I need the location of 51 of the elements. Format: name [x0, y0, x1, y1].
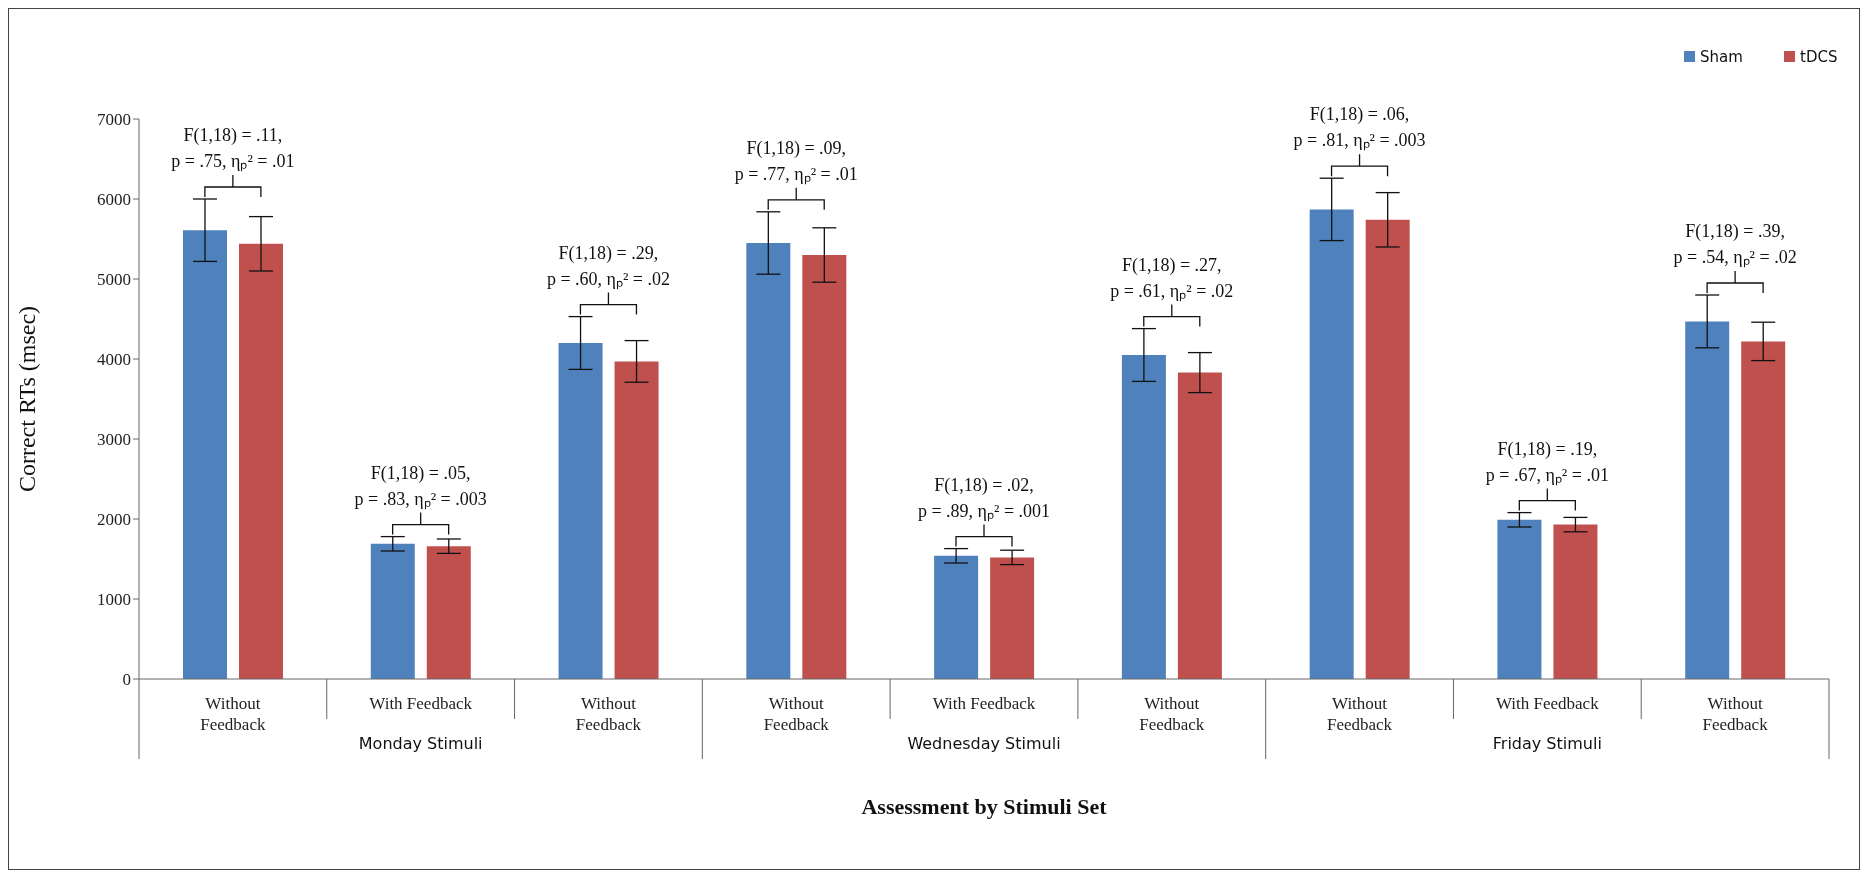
y-tick-label: 5000 [97, 270, 131, 290]
bar [1553, 524, 1598, 679]
bar [1177, 372, 1222, 679]
bar [614, 361, 659, 679]
y-tick-label: 2000 [97, 510, 131, 530]
legend-label: tDCS [1800, 48, 1838, 66]
x-tick-label: Without Feedback [575, 694, 642, 734]
bar [802, 255, 847, 679]
y-tick-label: 1000 [97, 590, 131, 610]
bar [1121, 355, 1166, 679]
bar [558, 343, 603, 679]
bar [1309, 209, 1354, 679]
x-tick-label: With Feedback [369, 694, 473, 713]
x-axis-title: Assessment by Stimuli Set [861, 794, 1108, 819]
y-tick-label: 4000 [97, 350, 131, 370]
bar [426, 546, 471, 679]
bar [370, 543, 415, 679]
bar [934, 555, 979, 679]
bar [239, 243, 283, 679]
x-tick-label: With Feedback [932, 694, 1036, 713]
x-tick-label: Without Feedback [200, 694, 266, 734]
x-tick-label: Without Feedback [1702, 694, 1769, 734]
annotation: F(1,18) = .09, p = .77, ηₚ² = .01 [734, 137, 858, 185]
bar [1685, 321, 1730, 679]
x-tick-label: Without Feedback [1326, 694, 1393, 734]
x-tick-label: Without Feedback [1139, 694, 1205, 734]
legend-label: Sham [1700, 48, 1743, 66]
y-tick-label: 0 [122, 670, 131, 690]
bar [1741, 341, 1786, 679]
bar [1497, 519, 1542, 679]
bar [990, 557, 1035, 679]
y-tick-label: 7000 [97, 110, 131, 130]
bar [746, 243, 791, 679]
annotation: F(1,18) = .02, p = .89, ηₚ² = .001 [917, 474, 1051, 522]
text: Monday Stimuli [358, 734, 483, 753]
x-tick-label: With Feedback [1495, 694, 1600, 713]
x-tick-label: Without Feedback [763, 694, 830, 734]
annotation: F(1,18) = .29, p = .60, ηₚ² = .02 [546, 242, 671, 290]
annotation: F(1,18) = .27, p = .61, ηₚ² = .02 [1110, 254, 1234, 302]
y-tick-label: 6000 [97, 190, 131, 210]
bar [1365, 219, 1410, 679]
annotation: F(1,18) = .05, p = .83, ηₚ² = .003 [354, 462, 487, 510]
annotation: F(1,18) = .06, p = .81, ηₚ² = .003 [1293, 104, 1426, 152]
bar [183, 230, 227, 679]
y-tick-label: 3000 [97, 430, 131, 450]
annotation: F(1,18) = .19, p = .67, ηₚ² = .01 [1485, 438, 1609, 486]
annotation: F(1,18) = .39, p = .54, ηₚ² = .02 [1673, 221, 1797, 268]
text: Friday Stimuli [1492, 734, 1602, 753]
y-axis-title: Correct RTs (msec) [13, 305, 40, 493]
annotation: F(1,18) = .11, p = .75, ηₚ² = .01 [171, 125, 295, 172]
text: Wednesday Stimuli [907, 734, 1061, 753]
